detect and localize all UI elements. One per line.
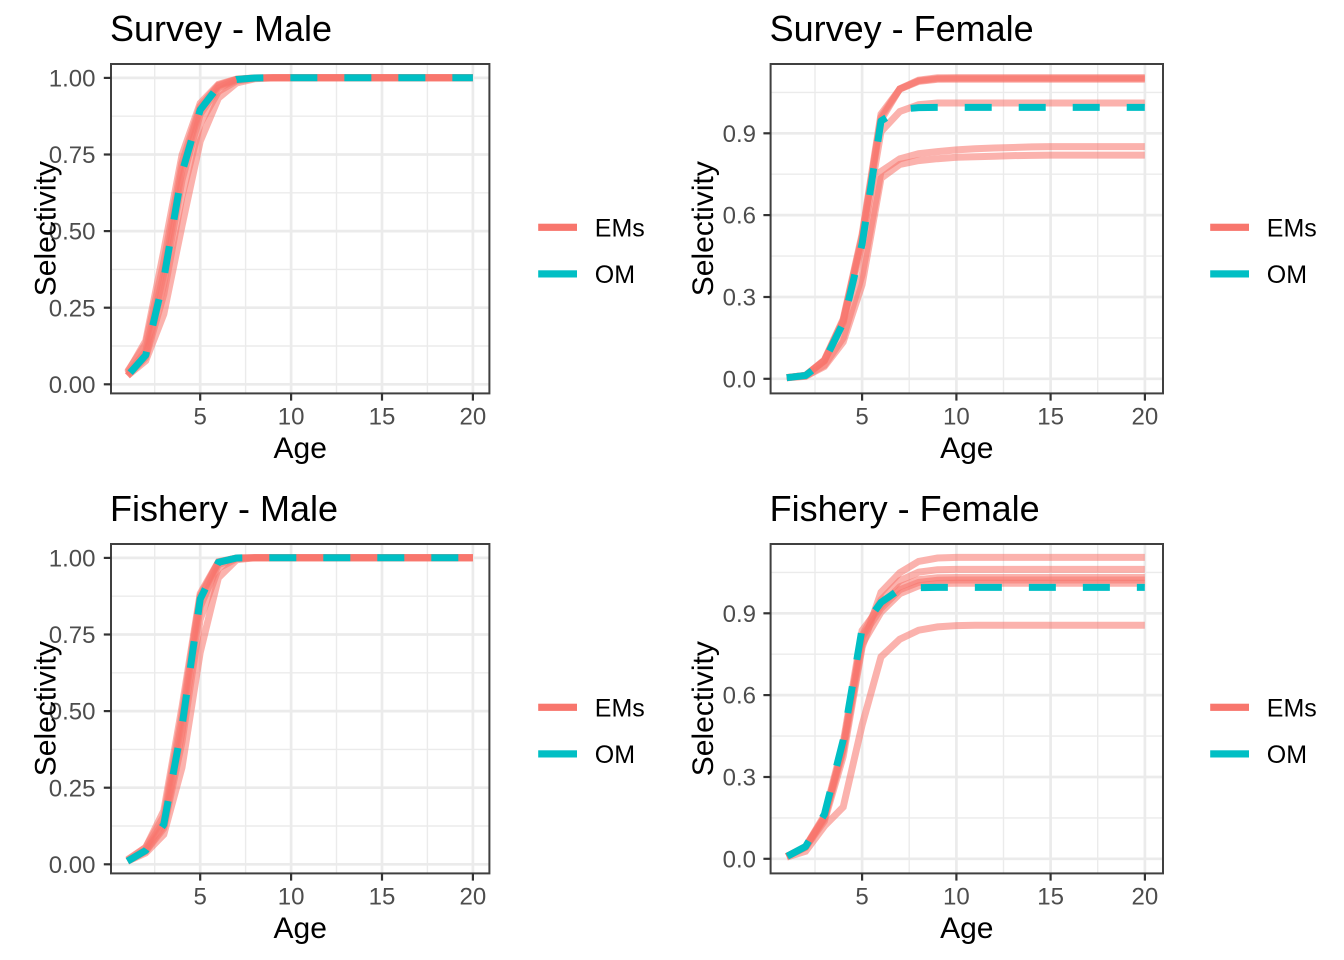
- svg-text:0.0: 0.0: [723, 366, 756, 393]
- svg-text:0.00: 0.00: [49, 372, 96, 399]
- svg-text:EMs: EMs: [595, 214, 645, 242]
- svg-text:0.50: 0.50: [49, 219, 96, 246]
- svg-text:EMs: EMs: [1267, 214, 1317, 242]
- svg-text:5: 5: [194, 403, 207, 430]
- svg-text:5: 5: [855, 883, 868, 910]
- svg-text:20: 20: [460, 403, 487, 430]
- svg-text:OM: OM: [595, 741, 635, 769]
- svg-text:Fishery - Male: Fishery - Male: [110, 488, 338, 529]
- svg-text:20: 20: [460, 883, 487, 910]
- svg-text:EMs: EMs: [1267, 694, 1317, 722]
- svg-text:Age: Age: [940, 432, 993, 465]
- svg-text:5: 5: [855, 403, 868, 430]
- svg-text:Fishery - Female: Fishery - Female: [770, 488, 1040, 529]
- svg-text:0.6: 0.6: [723, 203, 756, 230]
- svg-text:Survey - Male: Survey - Male: [110, 8, 332, 49]
- svg-text:OM: OM: [1267, 261, 1307, 289]
- svg-text:10: 10: [278, 883, 305, 910]
- svg-text:15: 15: [369, 883, 396, 910]
- svg-text:5: 5: [194, 883, 207, 910]
- svg-text:1.00: 1.00: [49, 66, 96, 93]
- svg-text:20: 20: [1132, 883, 1159, 910]
- svg-text:Selectivity: Selectivity: [687, 641, 720, 776]
- svg-text:Age: Age: [940, 912, 993, 945]
- svg-text:10: 10: [278, 403, 305, 430]
- svg-text:15: 15: [369, 403, 396, 430]
- svg-text:10: 10: [943, 403, 970, 430]
- svg-text:15: 15: [1037, 403, 1064, 430]
- svg-text:0.3: 0.3: [723, 285, 756, 312]
- svg-text:1.00: 1.00: [49, 546, 96, 573]
- svg-text:0.6: 0.6: [723, 683, 756, 710]
- svg-text:Age: Age: [274, 912, 327, 945]
- svg-text:0.25: 0.25: [49, 775, 96, 802]
- svg-text:OM: OM: [1267, 741, 1307, 769]
- svg-text:OM: OM: [595, 261, 635, 289]
- svg-text:Selectivity: Selectivity: [30, 641, 63, 776]
- svg-text:0.0: 0.0: [723, 846, 756, 873]
- svg-text:0.9: 0.9: [723, 601, 756, 628]
- svg-text:Selectivity: Selectivity: [30, 161, 63, 296]
- svg-text:0.3: 0.3: [723, 765, 756, 792]
- svg-text:EMs: EMs: [595, 694, 645, 722]
- svg-text:Survey - Female: Survey - Female: [770, 8, 1034, 49]
- svg-text:15: 15: [1037, 883, 1064, 910]
- svg-text:0.00: 0.00: [49, 852, 96, 879]
- svg-text:10: 10: [943, 883, 970, 910]
- svg-text:0.50: 0.50: [49, 699, 96, 726]
- svg-text:0.75: 0.75: [49, 142, 96, 169]
- svg-text:0.25: 0.25: [49, 295, 96, 322]
- svg-text:Age: Age: [274, 432, 327, 465]
- svg-text:20: 20: [1132, 403, 1159, 430]
- svg-text:0.75: 0.75: [49, 622, 96, 649]
- svg-text:0.9: 0.9: [723, 121, 756, 148]
- svg-text:Selectivity: Selectivity: [687, 161, 720, 296]
